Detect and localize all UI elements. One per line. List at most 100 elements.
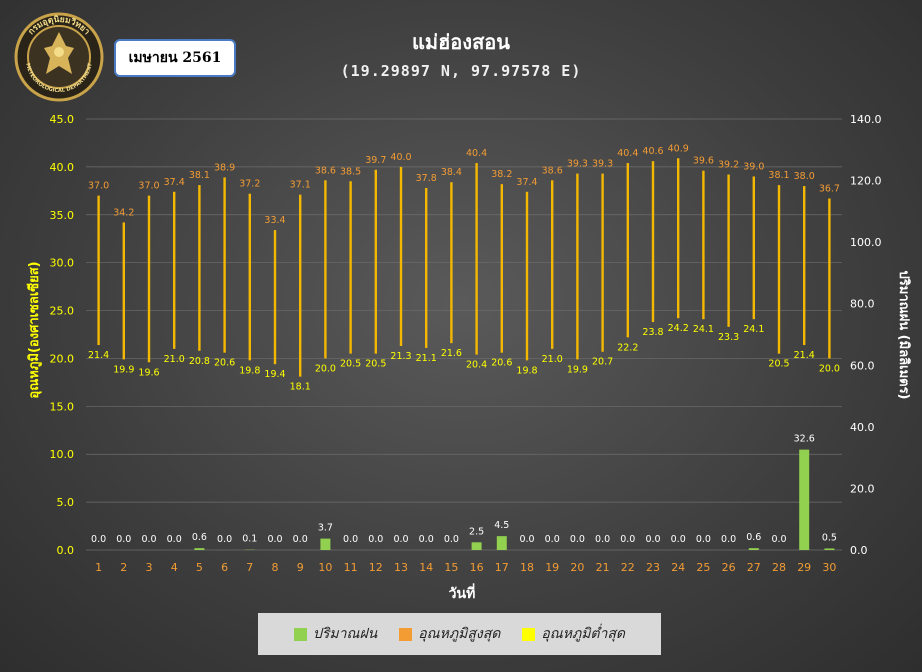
temp-range-bar bbox=[702, 170, 705, 320]
rain-data-label: 0.0 bbox=[116, 534, 131, 545]
temp-range-bar bbox=[273, 230, 277, 365]
y-tick-left: 15.0 bbox=[50, 400, 75, 413]
x-tick-label: 11 bbox=[344, 561, 358, 574]
min-temp-label: 24.2 bbox=[668, 323, 689, 334]
temp-range-bar bbox=[399, 166, 403, 346]
min-temp-label: 21.4 bbox=[88, 350, 109, 361]
legend-item-max-temp: อุณหภูมิสูงสุด bbox=[399, 623, 500, 645]
max-temp-label: 40.4 bbox=[617, 148, 638, 159]
x-tick-label: 16 bbox=[470, 561, 484, 574]
y-tick-left: 40.0 bbox=[50, 161, 75, 174]
x-tick-label: 13 bbox=[394, 561, 408, 574]
max-temp-label: 36.7 bbox=[819, 183, 840, 194]
min-temp-label: 20.6 bbox=[214, 358, 235, 369]
rain-bar bbox=[194, 548, 205, 550]
max-temp-label: 38.2 bbox=[491, 169, 512, 180]
rain-bar bbox=[799, 449, 810, 550]
rain-data-label: 0.6 bbox=[192, 532, 207, 543]
min-temp-label: 19.4 bbox=[264, 369, 285, 380]
rain-data-label: 0.0 bbox=[293, 534, 308, 545]
max-temp-label: 38.0 bbox=[794, 171, 815, 182]
y-tick-left: 35.0 bbox=[50, 209, 75, 222]
rain-data-label: 3.7 bbox=[318, 523, 333, 534]
max-temp-label: 40.9 bbox=[668, 143, 689, 154]
x-tick-label: 1 bbox=[95, 561, 102, 574]
rain-data-label: 0.0 bbox=[771, 534, 786, 545]
max-temp-label: 38.1 bbox=[768, 170, 789, 181]
rain-data-label: 0.0 bbox=[217, 534, 232, 545]
max-temp-label: 37.4 bbox=[516, 177, 537, 188]
rain-bar bbox=[748, 548, 759, 550]
max-temp-label: 39.2 bbox=[718, 160, 739, 171]
x-tick-label: 23 bbox=[646, 561, 660, 574]
x-tick-label: 27 bbox=[747, 561, 761, 574]
x-tick-label: 29 bbox=[797, 561, 811, 574]
max-temp-label: 39.3 bbox=[567, 159, 588, 170]
x-tick-label: 26 bbox=[722, 561, 736, 574]
legend-item-min-temp: อุณหภูมิต่ำสุด bbox=[522, 623, 625, 645]
max-temp-label: 39.6 bbox=[693, 156, 714, 167]
x-tick-label: 5 bbox=[196, 561, 203, 574]
min-temp-label: 20.8 bbox=[189, 356, 210, 367]
max-temp-label: 38.9 bbox=[214, 162, 235, 173]
temp-range-bar bbox=[500, 184, 503, 353]
x-tick-label: 8 bbox=[272, 561, 279, 574]
temp-range-bar bbox=[677, 158, 680, 319]
min-temp-label: 19.6 bbox=[138, 367, 159, 378]
rain-data-label: 0.0 bbox=[595, 534, 610, 545]
rain-data-label: 0.0 bbox=[721, 534, 736, 545]
temp-range-bar bbox=[626, 163, 629, 338]
temp-range-bar bbox=[803, 186, 806, 346]
temp-range-bar bbox=[122, 222, 125, 360]
legend-label-max-temp: อุณหภูมิสูงสุด bbox=[418, 626, 501, 642]
x-tick-label: 14 bbox=[419, 561, 433, 574]
legend-swatch-min-temp bbox=[522, 627, 536, 641]
min-temp-label: 19.9 bbox=[567, 364, 588, 375]
max-temp-label: 37.0 bbox=[138, 181, 159, 192]
legend-item-rain: ปริมาณฝน bbox=[293, 623, 378, 645]
x-tick-label: 6 bbox=[221, 561, 228, 574]
max-temp-label: 38.5 bbox=[340, 166, 361, 177]
max-temp-label: 38.4 bbox=[441, 167, 462, 178]
x-tick-label: 17 bbox=[495, 561, 509, 574]
temp-range-bar bbox=[777, 185, 781, 354]
max-temp-label: 39.0 bbox=[743, 161, 764, 172]
chart-subtitle: (19.29897 N, 97.97578 E) bbox=[340, 62, 582, 80]
x-tick-label: 9 bbox=[297, 561, 304, 574]
min-temp-label: 19.9 bbox=[113, 364, 134, 375]
legend-label-rain: ปริมาณฝน bbox=[312, 626, 378, 642]
temp-range-bar bbox=[475, 163, 478, 355]
x-tick-label: 24 bbox=[671, 561, 685, 574]
min-temp-label: 22.2 bbox=[617, 342, 638, 353]
rain-data-label: 0.0 bbox=[141, 534, 156, 545]
temp-range-bar bbox=[97, 195, 100, 346]
max-temp-label: 40.0 bbox=[390, 152, 411, 163]
rain-data-label: 0.1 bbox=[242, 534, 257, 545]
y-tick-left: 25.0 bbox=[50, 305, 75, 318]
y-tick-left: 20.0 bbox=[50, 352, 75, 365]
max-temp-label: 40.6 bbox=[642, 146, 663, 157]
x-tick-label: 25 bbox=[696, 561, 710, 574]
y-tick-left: 5.0 bbox=[57, 496, 75, 509]
temp-range-bar bbox=[223, 177, 226, 353]
min-temp-label: 21.0 bbox=[542, 354, 563, 365]
x-axis-label: วันที่ bbox=[449, 583, 476, 602]
temp-range-bar bbox=[374, 169, 377, 354]
max-temp-label: 37.2 bbox=[239, 179, 260, 190]
rain-data-label: 0.0 bbox=[167, 534, 182, 545]
y-axis-label-right: ปริมาณฝน (มิลลิเมตร) bbox=[896, 270, 911, 399]
rain-data-label: 0.0 bbox=[620, 534, 635, 545]
rain-data-label: 0.0 bbox=[570, 534, 585, 545]
min-temp-label: 23.8 bbox=[642, 327, 663, 338]
rain-bar bbox=[824, 548, 835, 550]
month-label: เมษายน 2561 bbox=[114, 39, 236, 77]
x-tick-label: 28 bbox=[772, 561, 786, 574]
temp-range-bar bbox=[576, 173, 579, 360]
rain-bar bbox=[496, 536, 507, 550]
rain-data-label: 0.0 bbox=[696, 534, 711, 545]
y-tick-left: 0.0 bbox=[57, 544, 75, 557]
max-temp-label: 37.8 bbox=[416, 173, 437, 184]
x-tick-label: 4 bbox=[171, 561, 178, 574]
max-temp-label: 38.6 bbox=[315, 165, 336, 176]
